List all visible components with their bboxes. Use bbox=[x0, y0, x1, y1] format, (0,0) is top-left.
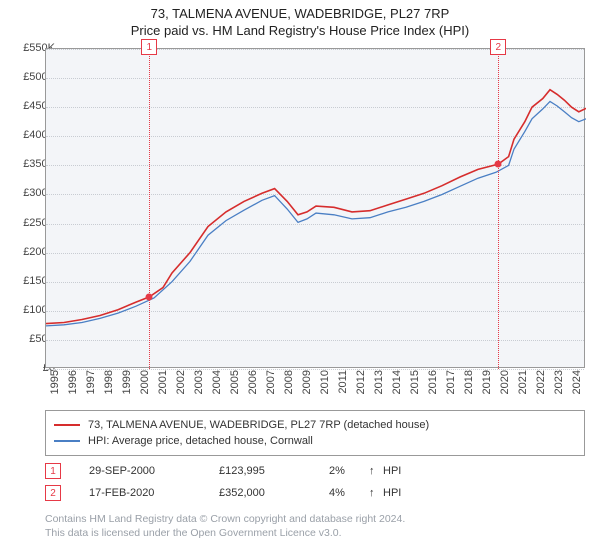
x-tick-label: 2014 bbox=[391, 370, 403, 400]
sale-price: £352,000 bbox=[219, 487, 329, 499]
sales-row: 2 17-FEB-2020 £352,000 4% ↑ HPI bbox=[45, 482, 585, 504]
x-tick-label: 2019 bbox=[481, 370, 493, 400]
sales-table: 1 29-SEP-2000 £123,995 2% ↑ HPI 2 17-FEB… bbox=[45, 460, 585, 504]
x-tick-label: 2002 bbox=[175, 370, 187, 400]
sale-date: 29-SEP-2000 bbox=[89, 465, 219, 477]
series-line-1 bbox=[46, 101, 586, 326]
x-tick-label: 2024 bbox=[571, 370, 583, 400]
legend-label-series-0: 73, TALMENA AVENUE, WADEBRIDGE, PL27 7RP… bbox=[88, 419, 429, 431]
up-arrow-icon: ↑ bbox=[369, 465, 383, 477]
x-tick-label: 2015 bbox=[409, 370, 421, 400]
marker-vline bbox=[149, 49, 150, 369]
x-tick-label: 2017 bbox=[445, 370, 457, 400]
x-tick-label: 2021 bbox=[517, 370, 529, 400]
x-tick-label: 1996 bbox=[67, 370, 79, 400]
legend-swatch-series-0 bbox=[54, 424, 80, 426]
x-tick-label: 2018 bbox=[463, 370, 475, 400]
sale-pct: 4% bbox=[329, 487, 369, 499]
x-tick-label: 2011 bbox=[337, 370, 349, 400]
legend-box: 73, TALMENA AVENUE, WADEBRIDGE, PL27 7RP… bbox=[45, 410, 585, 456]
sale-price: £123,995 bbox=[219, 465, 329, 477]
up-arrow-icon: ↑ bbox=[369, 487, 383, 499]
marker-dot bbox=[146, 293, 153, 300]
sale-date: 17-FEB-2020 bbox=[89, 487, 219, 499]
x-tick-label: 2010 bbox=[319, 370, 331, 400]
footer-attribution: Contains HM Land Registry data © Crown c… bbox=[45, 512, 585, 540]
x-tick-label: 1995 bbox=[49, 370, 61, 400]
chart-area: 12 bbox=[45, 48, 585, 368]
x-tick-label: 2000 bbox=[139, 370, 151, 400]
legend-row: HPI: Average price, detached house, Corn… bbox=[54, 433, 576, 449]
x-tick-label: 2001 bbox=[157, 370, 169, 400]
x-tick-label: 2016 bbox=[427, 370, 439, 400]
x-tick-label: 2005 bbox=[229, 370, 241, 400]
title-main: 73, TALMENA AVENUE, WADEBRIDGE, PL27 7RP bbox=[0, 6, 600, 21]
sale-pct: 2% bbox=[329, 465, 369, 477]
legend-label-series-1: HPI: Average price, detached house, Corn… bbox=[88, 435, 313, 447]
sale-marker-box: 1 bbox=[45, 463, 61, 479]
sale-hpi-label: HPI bbox=[383, 465, 423, 477]
x-tick-label: 2020 bbox=[499, 370, 511, 400]
x-tick-label: 2007 bbox=[265, 370, 277, 400]
title-block: 73, TALMENA AVENUE, WADEBRIDGE, PL27 7RP… bbox=[0, 0, 600, 40]
series-line-0 bbox=[46, 90, 586, 324]
legend-row: 73, TALMENA AVENUE, WADEBRIDGE, PL27 7RP… bbox=[54, 417, 576, 433]
sale-marker-box: 2 bbox=[45, 485, 61, 501]
marker-label-box: 1 bbox=[141, 39, 157, 55]
footer-line-2: This data is licensed under the Open Gov… bbox=[45, 526, 585, 540]
sale-hpi-label: HPI bbox=[383, 487, 423, 499]
x-tick-label: 2003 bbox=[193, 370, 205, 400]
x-tick-label: 1999 bbox=[121, 370, 133, 400]
x-tick-label: 2008 bbox=[283, 370, 295, 400]
x-tick-label: 1998 bbox=[103, 370, 115, 400]
x-tick-label: 2012 bbox=[355, 370, 367, 400]
marker-dot bbox=[495, 161, 502, 168]
marker-vline bbox=[498, 49, 499, 369]
legend-swatch-series-1 bbox=[54, 440, 80, 442]
title-sub: Price paid vs. HM Land Registry's House … bbox=[0, 23, 600, 38]
x-tick-label: 2023 bbox=[553, 370, 565, 400]
x-tick-label: 2022 bbox=[535, 370, 547, 400]
x-tick-label: 2013 bbox=[373, 370, 385, 400]
sales-row: 1 29-SEP-2000 £123,995 2% ↑ HPI bbox=[45, 460, 585, 482]
x-tick-label: 2004 bbox=[211, 370, 223, 400]
footer-line-1: Contains HM Land Registry data © Crown c… bbox=[45, 512, 585, 526]
marker-label-box: 2 bbox=[490, 39, 506, 55]
line-series-svg bbox=[46, 49, 586, 369]
x-tick-label: 1997 bbox=[85, 370, 97, 400]
x-tick-label: 2009 bbox=[301, 370, 313, 400]
x-tick-label: 2006 bbox=[247, 370, 259, 400]
